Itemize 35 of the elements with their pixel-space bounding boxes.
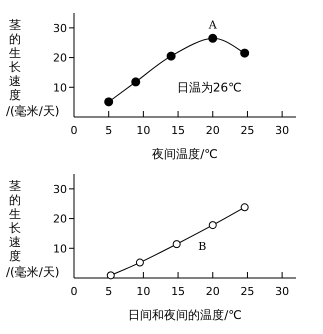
point — [106, 271, 115, 280]
y-tick-label: 10 — [53, 242, 67, 256]
x-tick-label: 15 — [171, 124, 186, 137]
x-tick-label: 30 — [275, 124, 290, 137]
x-tick-label: 10 — [136, 285, 150, 298]
point — [240, 48, 250, 58]
x-tick-label: 30 — [275, 285, 290, 298]
x-axis-title: 日间和夜间的温度/℃ — [128, 308, 242, 322]
point — [131, 77, 140, 86]
y-tick-label: 20 — [53, 52, 67, 65]
x-tick-label: 10 — [136, 124, 150, 137]
point — [136, 258, 144, 267]
x-tick-label: 20 — [206, 124, 220, 137]
point — [104, 97, 114, 106]
y-tick-label: 20 — [53, 212, 67, 226]
point — [208, 34, 218, 43]
x-tick-label: 0 — [70, 124, 78, 137]
point — [240, 203, 249, 212]
annotation: 日温为26℃ — [176, 80, 242, 95]
point — [208, 221, 217, 230]
y-tick-label: 10 — [53, 81, 67, 94]
y-tick-label: 30 — [53, 182, 67, 196]
annotation: B — [198, 240, 206, 253]
annotation: A — [208, 18, 218, 32]
x-tick-label: 0 — [70, 285, 78, 298]
y-tick-label: 30 — [53, 22, 67, 35]
x-tick-label: 15 — [171, 285, 186, 298]
x-tick-label: 25 — [240, 285, 254, 298]
x-tick-label: 5 — [105, 124, 112, 137]
point — [172, 240, 181, 248]
x-tick-label: 20 — [206, 285, 220, 298]
x-tick-label: 25 — [240, 124, 254, 137]
x-axis-title: 夜间温度/℃ — [152, 147, 218, 161]
x-tick-label: 5 — [105, 285, 112, 298]
point — [166, 52, 176, 61]
